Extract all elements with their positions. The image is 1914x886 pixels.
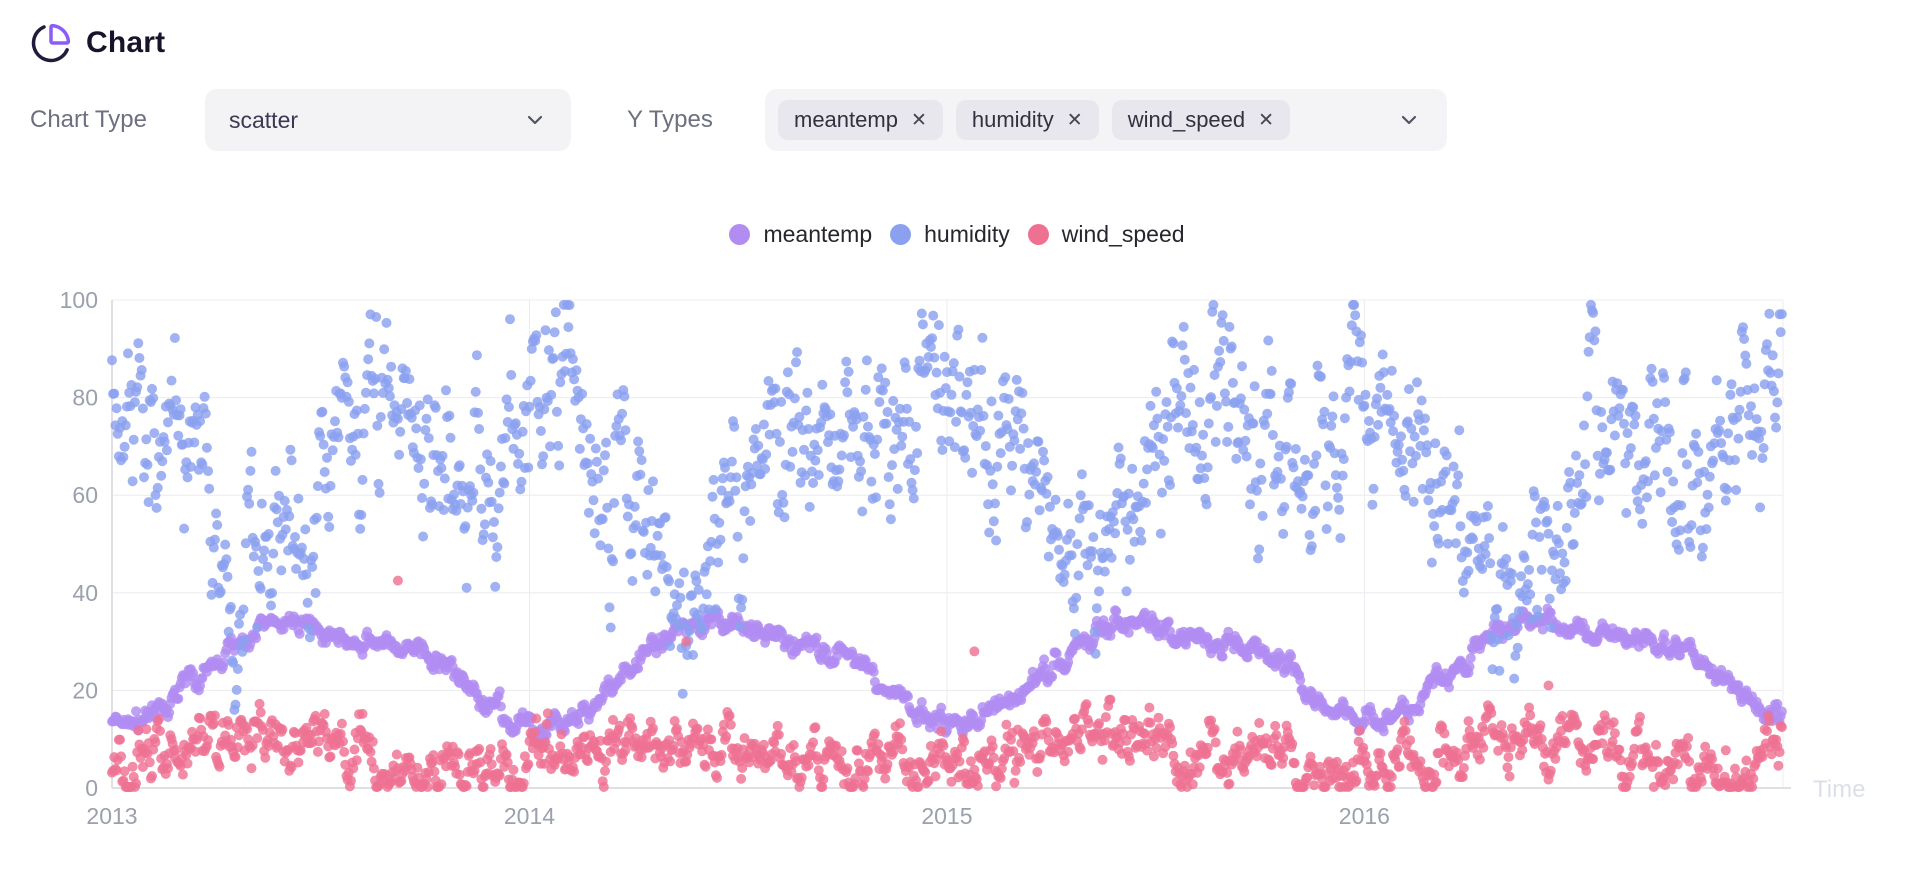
chevron-down-icon — [1397, 108, 1421, 132]
legend-dot — [890, 224, 912, 245]
legend-item-humidity[interactable]: humidity — [890, 221, 1010, 248]
legend-item-wind_speed[interactable]: wind_speed — [1027, 221, 1185, 248]
y-axis-tick-label: 100 — [60, 287, 98, 313]
chart-type-value: scatter — [229, 106, 299, 133]
y-axis-tick-label: 20 — [72, 677, 98, 703]
chevron-down-icon — [523, 108, 547, 132]
y-type-tag-humidity[interactable]: humidity ✕ — [955, 100, 1099, 140]
y-axis-tick-label: 0 — [85, 775, 98, 801]
y-axis-tick-label: 80 — [72, 385, 98, 411]
y-types-select[interactable]: meantemp ✕ humidity ✕ wind_speed ✕ — [765, 89, 1447, 151]
x-axis-name: Time — [1813, 776, 1865, 803]
legend-dot — [1027, 224, 1049, 245]
legend-label: meantemp — [763, 221, 873, 247]
y-axis-tick-label: 40 — [72, 580, 98, 606]
y-type-tags: meantemp ✕ humidity ✕ wind_speed ✕ — [778, 100, 1291, 140]
y-type-tag-wind_speed[interactable]: wind_speed ✕ — [1111, 100, 1291, 140]
chart-type-label: Chart Type — [30, 106, 147, 133]
legend-item-meantemp[interactable]: meantemp — [729, 221, 872, 248]
y-axis-tick-labels: 0 20 40 60 80 100 — [60, 287, 98, 801]
legend-label: wind_speed — [1061, 221, 1185, 247]
x-axis-tick-label: 2016 — [1339, 803, 1390, 829]
y-type-tag-meantemp[interactable]: meantemp ✕ — [778, 100, 943, 140]
remove-tag-icon[interactable]: ✕ — [910, 109, 927, 131]
y-axis-tick-label: 60 — [72, 482, 98, 508]
x-axis-tick-label: 2013 — [86, 803, 137, 829]
pie-chart-icon — [30, 22, 72, 64]
y-type-tag-label: meantemp — [794, 107, 898, 132]
legend-dot — [729, 224, 751, 245]
chart-type-select[interactable]: scatter — [205, 89, 571, 151]
x-axis-tick-labels: 2013 2014 2015 2016 — [86, 803, 1390, 829]
remove-tag-icon[interactable]: ✕ — [1066, 109, 1083, 131]
legend-label: humidity — [924, 221, 1010, 247]
series-meantemp — [107, 603, 1787, 748]
remove-tag-icon[interactable]: ✕ — [1258, 109, 1275, 131]
scatter-chart: 0 20 40 60 80 100 2013 2014 2015 2016 Time — [60, 287, 1866, 829]
y-types-label: Y Types — [627, 106, 713, 133]
page-title: Chart — [86, 26, 166, 59]
chart-legend: meantemp humidity wind_speed — [0, 221, 1914, 248]
series-humidity — [107, 299, 1787, 715]
y-type-tag-label: humidity — [971, 107, 1054, 132]
y-type-tag-label: wind_speed — [1127, 107, 1246, 132]
page-header: Chart — [30, 22, 165, 64]
x-axis-tick-label: 2015 — [921, 803, 972, 829]
series-wind_speed — [107, 575, 1787, 792]
x-axis-tick-label: 2014 — [504, 803, 555, 829]
